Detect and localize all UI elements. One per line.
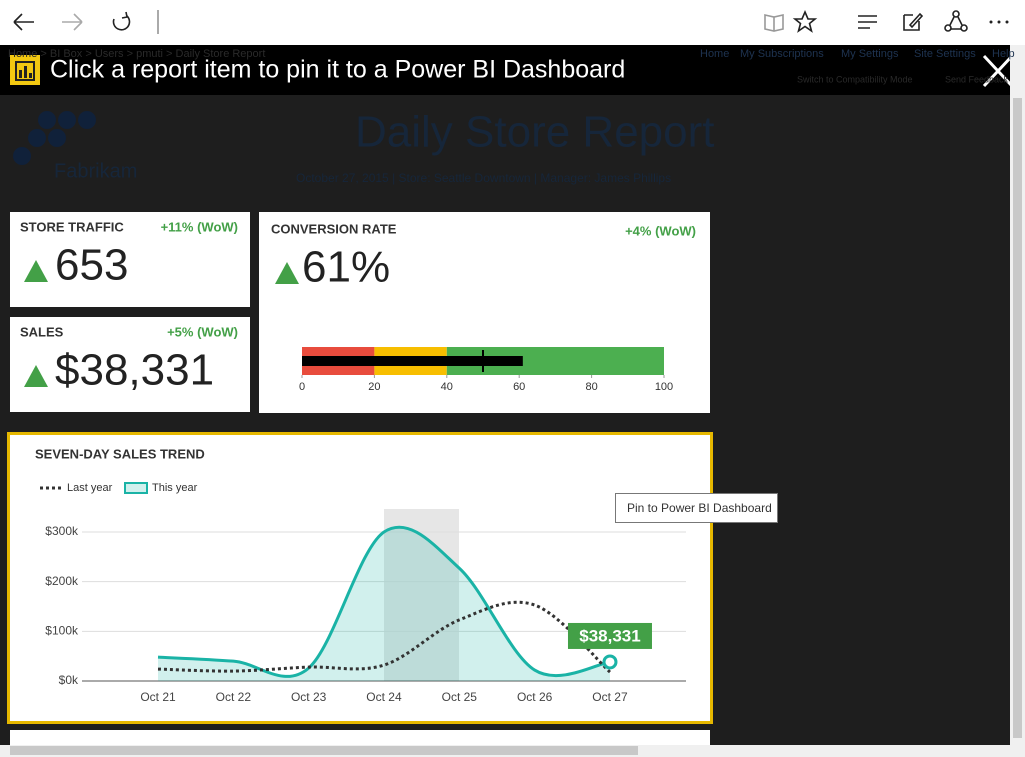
tooltip-box — [615, 493, 778, 523]
favorite-button[interactable] — [792, 9, 818, 33]
x-tick-label: 100 — [655, 381, 673, 393]
store-traffic-tile[interactable] — [10, 212, 250, 307]
logo-text: Fabrikam — [54, 160, 137, 182]
kpi-value: 653 — [55, 241, 128, 290]
nav-link: Help — [992, 48, 1015, 60]
banner-text: Click a report item to pin it to a Power… — [50, 56, 625, 84]
browser-toolbar — [0, 0, 1025, 45]
y-tick-label: $0k — [59, 673, 79, 687]
nav-link: Home — [700, 48, 729, 60]
nav-link: Site Settings — [914, 48, 976, 60]
note-button[interactable] — [903, 12, 924, 31]
nav-link: My Subscriptions — [740, 48, 824, 60]
kpi-change: +5% (WoW) — [167, 324, 238, 339]
nav-link: My Settings — [841, 48, 899, 60]
report-subtitle: October 27, 2015 | Store: Seattle Downto… — [296, 171, 671, 185]
x-tick-label: 60 — [513, 381, 525, 393]
kpi-label: CONVERSION RATE — [271, 221, 397, 236]
value-label: $38,331 — [579, 626, 640, 645]
x-tick-label: Oct 26 — [517, 690, 553, 704]
legend-swatch — [124, 482, 148, 494]
pin-banner — [0, 45, 1010, 95]
y-tick-label: $100k — [45, 624, 79, 638]
area — [158, 527, 610, 681]
fabrikam-logo — [13, 111, 96, 165]
chart-title: SEVEN-DAY SALES TREND — [35, 446, 205, 461]
more-button[interactable] — [989, 20, 1009, 24]
kpi-change: +11% (WoW) — [161, 219, 238, 234]
kpi-value: $38,331 — [55, 346, 214, 395]
tooltip-text: Pin to Power BI Dashboard — [627, 501, 772, 515]
kpi-label: STORE TRAFFIC — [20, 219, 124, 234]
feedback-link: Send Feedback — [945, 74, 1009, 84]
up-arrow — [24, 365, 48, 387]
y-tick-label: $300k — [45, 524, 79, 538]
sales-trend-tile[interactable] — [7, 432, 713, 724]
sales-tile[interactable] — [10, 317, 250, 412]
back-button[interactable] — [13, 13, 34, 31]
x-tick-label: Oct 23 — [291, 690, 327, 704]
legend-label: Last year — [67, 482, 113, 494]
x-tick-label: Oct 22 — [216, 690, 252, 704]
breadcrumb: Home > BI Box > Users > pmuti > Daily St… — [8, 48, 265, 60]
up-arrow — [275, 262, 299, 284]
kpi-change: +4% (WoW) — [625, 223, 696, 238]
kpi-label: SALES — [20, 324, 64, 339]
x-tick-label: 80 — [585, 381, 597, 393]
x-tick-label: Oct 21 — [140, 690, 176, 704]
x-tick-label: 40 — [441, 381, 453, 393]
share-button[interactable] — [944, 10, 968, 32]
power-bi-icon — [10, 55, 40, 85]
compat-link: Switch to Compatibility Mode — [797, 74, 913, 84]
legend-label: This year — [152, 482, 198, 494]
x-tick-label: Oct 27 — [592, 690, 628, 704]
close-button[interactable] — [982, 54, 1014, 88]
report-title: Daily Store Report — [355, 108, 714, 157]
line — [157, 600, 611, 674]
hub-button[interactable] — [858, 15, 877, 29]
x-tick-label: 20 — [368, 381, 380, 393]
reading-view-button[interactable] — [764, 14, 784, 32]
refresh-button[interactable] — [112, 11, 131, 31]
x-tick-label: 0 — [299, 381, 305, 393]
forward-button[interactable] — [62, 13, 83, 31]
y-tick-label: $200k — [45, 574, 79, 588]
vertical-scroll-thumb[interactable] — [1013, 98, 1022, 738]
horizontal-scroll-thumb[interactable] — [10, 746, 638, 755]
x-tick-label: Oct 25 — [442, 690, 478, 704]
kpi-value: 61% — [302, 243, 390, 292]
x-tick-label: Oct 24 — [366, 690, 402, 704]
line — [157, 525, 611, 678]
bullet-bar — [302, 356, 523, 366]
hover-highlight — [384, 509, 459, 681]
end-marker — [602, 654, 618, 670]
next-tile[interactable] — [10, 730, 710, 745]
value-label-box — [567, 622, 652, 649]
up-arrow — [24, 260, 48, 282]
conversion-rate-tile[interactable] — [259, 212, 710, 413]
